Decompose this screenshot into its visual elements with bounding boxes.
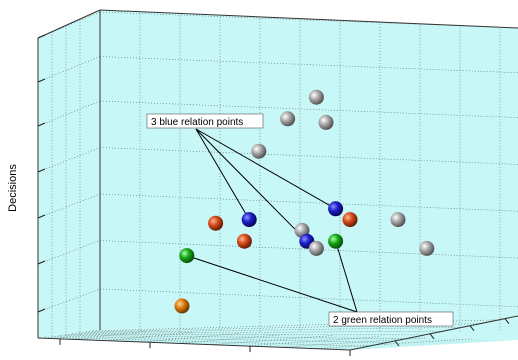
data-point-blue: [328, 201, 343, 216]
data-point-blue: [242, 212, 257, 227]
y-axis-label: Decisions: [7, 164, 19, 212]
data-point-grey: [391, 212, 406, 227]
annotation-blue-text: 3 blue relation points: [151, 117, 243, 128]
data-point-green: [179, 248, 194, 263]
data-point-grey: [419, 241, 434, 256]
data-point-green: [328, 234, 343, 249]
data-point-grey: [319, 115, 334, 130]
back-wall: [100, 10, 518, 340]
data-point-red: [208, 216, 223, 231]
data-point-red: [237, 234, 252, 249]
data-point-grey: [280, 111, 295, 126]
data-point-grey: [309, 90, 324, 105]
data-point-grey: [309, 241, 324, 256]
data-point-red: [343, 212, 358, 227]
annotation-green: 2 green relation points: [329, 312, 453, 326]
data-point-orange: [175, 299, 190, 314]
left-wall: [38, 10, 100, 338]
data-point-grey: [251, 144, 266, 159]
annotation-green-text: 2 green relation points: [333, 315, 432, 326]
annotation-blue: 3 blue relation points: [147, 114, 263, 128]
